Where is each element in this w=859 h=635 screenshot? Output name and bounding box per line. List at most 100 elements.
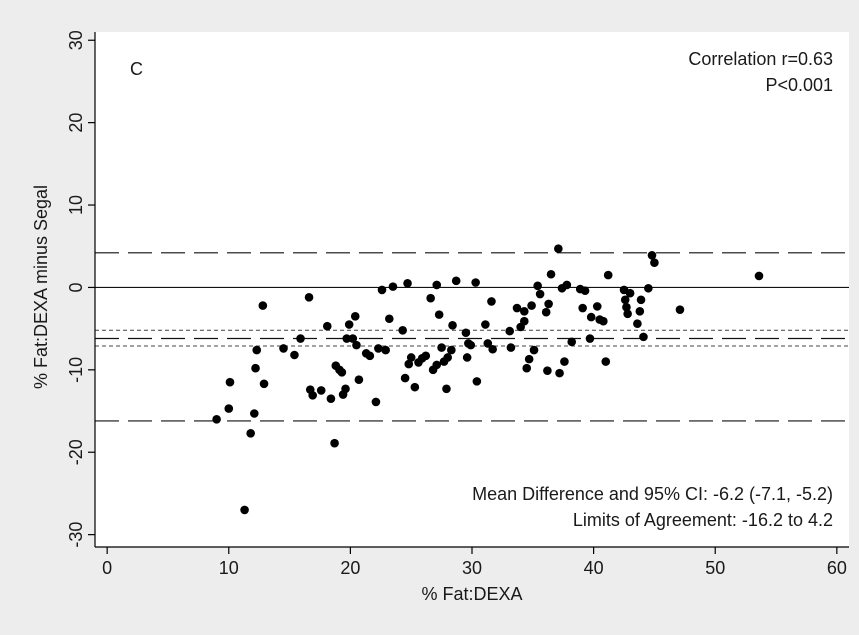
data-point: [224, 404, 234, 413]
y-tick-label: 0: [66, 282, 86, 292]
data-point: [560, 357, 569, 366]
y-tick-label: 30: [66, 30, 86, 50]
data-point: [544, 299, 553, 309]
data-point: [601, 357, 611, 366]
data-point: [259, 379, 269, 389]
data-point: [352, 340, 361, 350]
p-value-annotation: P<0.001: [765, 75, 833, 95]
data-point: [330, 438, 339, 448]
mean-difference-annotation: Mean Difference and 95% CI: -6.2 (-7.1, …: [472, 484, 833, 504]
data-points: [212, 244, 764, 515]
data-point: [650, 258, 659, 268]
data-point: [448, 321, 457, 330]
x-tick-label: 50: [705, 558, 725, 578]
data-point: [250, 409, 259, 418]
data-point: [603, 270, 613, 280]
data-point: [322, 321, 332, 331]
data-point: [421, 351, 431, 361]
data-point: [252, 345, 262, 355]
data-point: [633, 319, 642, 328]
data-point: [554, 244, 563, 254]
data-point: [599, 316, 608, 326]
data-point: [341, 384, 350, 394]
data-point: [398, 325, 407, 335]
data-point: [225, 377, 235, 387]
y-tick-label: 20: [66, 113, 86, 133]
data-point: [403, 279, 412, 288]
data-point: [308, 391, 317, 400]
data-point: [316, 386, 326, 395]
data-point: [543, 366, 552, 375]
data-point: [447, 345, 456, 355]
data-point: [437, 343, 446, 352]
data-point: [443, 353, 452, 362]
correlation-annotation: Correlation r=0.63: [688, 49, 833, 69]
data-point: [562, 280, 572, 290]
data-point: [512, 303, 522, 313]
data-point: [620, 295, 630, 305]
data-point: [586, 312, 596, 322]
data-point: [371, 397, 381, 407]
data-point: [636, 295, 646, 305]
data-point: [296, 334, 305, 343]
data-point: [506, 343, 516, 352]
y-tick-label: -10: [66, 357, 86, 383]
data-point: [505, 326, 514, 336]
data-point: [365, 351, 375, 361]
data-point: [344, 320, 354, 329]
data-point: [342, 334, 352, 343]
data-point: [592, 302, 602, 311]
data-point: [434, 310, 444, 319]
data-point: [404, 359, 414, 369]
data-point: [555, 368, 564, 378]
data-point: [519, 307, 529, 316]
data-point: [406, 353, 416, 362]
data-point: [451, 276, 461, 286]
data-point: [483, 339, 493, 348]
data-point: [212, 414, 221, 424]
data-point: [535, 289, 545, 299]
data-point: [471, 278, 480, 287]
data-point: [279, 344, 288, 353]
data-point: [647, 251, 657, 260]
reference-lines: [95, 252, 849, 422]
data-point: [675, 305, 685, 314]
data-point: [462, 353, 472, 362]
x-tick-label: 30: [462, 558, 482, 578]
data-point: [580, 286, 590, 296]
data-point: [567, 337, 577, 347]
data-point: [251, 363, 260, 373]
data-point: [354, 375, 364, 385]
data-point: [374, 344, 383, 353]
x-tick-label: 20: [340, 558, 360, 578]
data-point: [377, 285, 387, 295]
data-point: [635, 307, 645, 316]
data-point: [400, 373, 410, 383]
data-point: [546, 269, 556, 279]
data-point: [348, 334, 358, 343]
data-point: [246, 428, 255, 438]
x-axis-title: % Fat:DEXA: [421, 584, 522, 604]
data-point: [487, 297, 496, 306]
data-point: [578, 303, 587, 313]
data-point: [524, 354, 534, 364]
data-point: [461, 328, 471, 338]
data-point: [519, 316, 529, 326]
data-point: [639, 332, 648, 342]
data-point: [385, 314, 394, 324]
data-point: [432, 360, 442, 370]
data-point: [488, 344, 497, 354]
data-point: [529, 345, 539, 355]
data-point: [541, 307, 551, 317]
x-tick-label: 0: [102, 558, 112, 578]
data-point: [326, 394, 336, 403]
panel-label: C: [130, 59, 143, 79]
data-point: [290, 350, 299, 360]
data-point: [381, 345, 390, 355]
data-point: [432, 280, 442, 290]
data-point: [472, 377, 482, 386]
data-point: [350, 311, 360, 321]
y-tick-label: -30: [66, 522, 86, 548]
